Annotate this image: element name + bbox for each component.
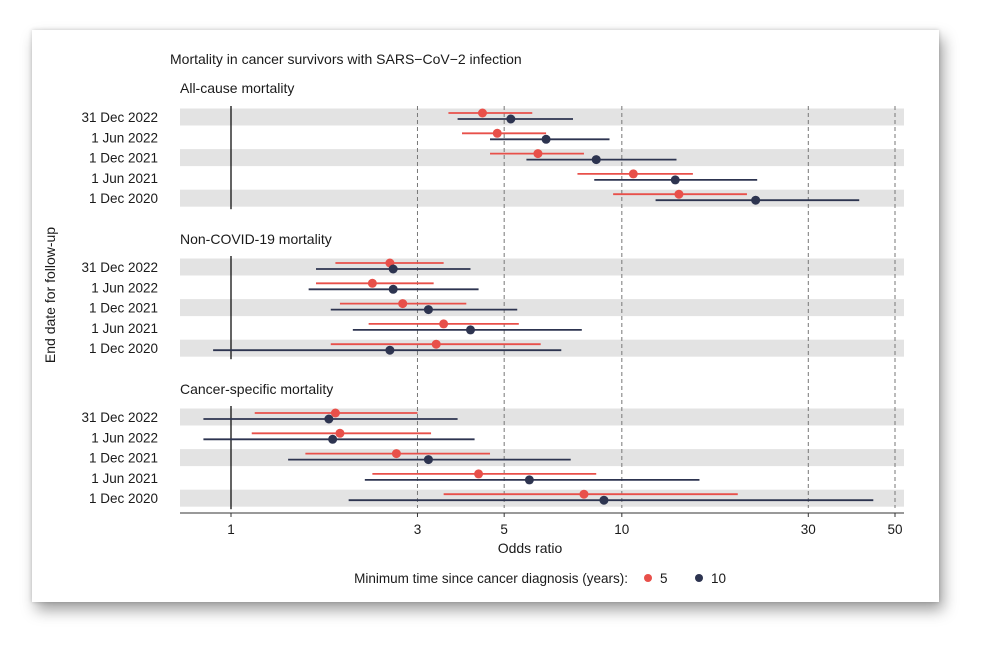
row-band	[180, 408, 904, 426]
row-label: 1 Dec 2021	[89, 301, 158, 316]
row-band	[180, 189, 904, 207]
point-10yr	[751, 195, 761, 205]
chart-title: Mortality in cancer survivors with SARS−…	[170, 51, 522, 67]
row-band	[180, 149, 904, 167]
row-label: 31 Dec 2022	[81, 260, 158, 275]
chart-card: Mortality in cancer survivors with SARS−…	[32, 30, 939, 602]
x-tick-label: 50	[887, 522, 902, 537]
point-5yr	[477, 108, 487, 118]
point-5yr	[330, 408, 340, 418]
legend-label-10: 10	[711, 571, 726, 586]
point-10yr	[541, 134, 551, 144]
point-5yr	[474, 469, 484, 479]
row-label: 1 Jun 2022	[91, 430, 158, 445]
point-10yr	[591, 155, 601, 165]
point-5yr	[492, 128, 502, 138]
legend-label-5: 5	[660, 571, 668, 586]
row-label: 1 Dec 2020	[89, 491, 158, 506]
point-5yr	[439, 319, 449, 329]
x-tick-label: 3	[414, 522, 422, 537]
row-band	[180, 299, 904, 317]
point-5yr	[533, 149, 543, 159]
panel-title: Non-COVID-19 mortality	[180, 231, 332, 247]
point-5yr	[628, 169, 638, 179]
x-tick-label: 10	[614, 522, 629, 537]
point-5yr	[431, 339, 441, 349]
row-label: 1 Dec 2021	[89, 151, 158, 166]
point-10yr	[423, 455, 433, 465]
row-label: 1 Jun 2021	[91, 171, 158, 186]
row-label: 1 Jun 2021	[91, 321, 158, 336]
point-10yr	[465, 325, 475, 335]
legend-title: Minimum time since cancer diagnosis (yea…	[354, 571, 628, 586]
row-band	[180, 258, 904, 276]
point-10yr	[324, 414, 334, 424]
row-label: 1 Dec 2020	[89, 341, 158, 356]
point-10yr	[524, 475, 534, 485]
row-label: 31 Dec 2022	[81, 110, 158, 125]
row-label: 1 Jun 2022	[91, 130, 158, 145]
point-5yr	[391, 449, 401, 459]
row-label: 1 Dec 2021	[89, 451, 158, 466]
x-tick-label: 30	[801, 522, 816, 537]
x-tick-label: 1	[227, 522, 235, 537]
row-band	[180, 339, 904, 357]
row-label: 31 Dec 2022	[81, 410, 158, 425]
row-band	[180, 108, 904, 126]
row-label: 1 Jun 2021	[91, 471, 158, 486]
panel-title: Cancer-specific mortality	[180, 381, 333, 397]
point-5yr	[579, 489, 589, 499]
y-axis-title: End date for follow-up	[42, 227, 58, 363]
point-10yr	[506, 114, 516, 124]
panel-title: All-cause mortality	[180, 80, 294, 96]
point-10yr	[388, 264, 398, 274]
legend-swatch-5	[644, 574, 652, 582]
row-label: 1 Dec 2020	[89, 191, 158, 206]
point-5yr	[335, 428, 345, 438]
row-band	[180, 489, 904, 507]
point-10yr	[388, 284, 398, 294]
point-10yr	[599, 495, 609, 505]
point-5yr	[367, 278, 377, 288]
point-10yr	[385, 345, 395, 355]
legend-swatch-10	[695, 574, 703, 582]
point-10yr	[670, 175, 680, 185]
x-tick-label: 5	[500, 522, 508, 537]
forest-plot: Mortality in cancer survivors with SARS−…	[42, 51, 904, 586]
point-10yr	[423, 305, 433, 315]
point-5yr	[674, 189, 684, 199]
point-5yr	[398, 299, 408, 309]
point-10yr	[328, 434, 338, 444]
row-band	[180, 449, 904, 467]
row-label: 1 Jun 2022	[91, 280, 158, 295]
x-axis-title: Odds ratio	[498, 540, 563, 556]
